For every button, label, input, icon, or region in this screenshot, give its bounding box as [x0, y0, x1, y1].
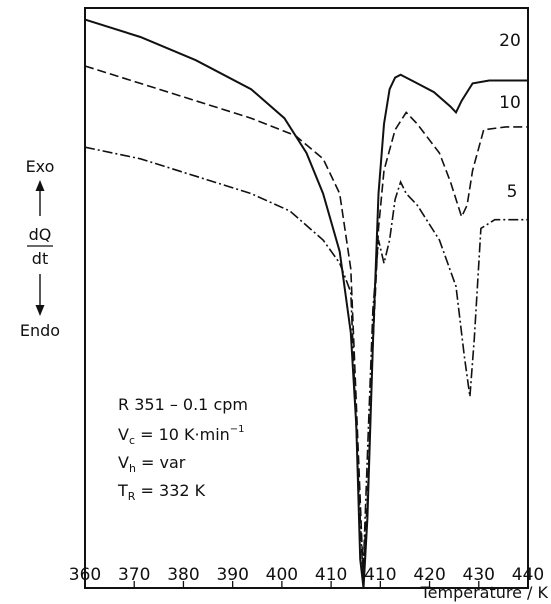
series-20-curve: [84, 18, 528, 589]
plot-frame: [84, 7, 529, 589]
x-tick-label: 360: [69, 565, 101, 585]
dt-label: dt: [32, 249, 48, 268]
exo-label: Exo: [26, 157, 55, 176]
endo-arrow-head: [35, 305, 45, 316]
x-tick-label: 420: [413, 565, 445, 585]
conditions-annotation: R 351 – 0.1 cpm Vc = 10 K·min−1 Vh = var…: [117, 395, 248, 503]
x-tick-label: 370: [118, 565, 150, 585]
series-5-curve: [84, 146, 528, 577]
x-tick-label: 410: [364, 565, 396, 585]
exo-arrow-head: [35, 180, 45, 191]
x-axis-ticks: [84, 581, 529, 588]
sample-label: R 351 – 0.1 cpm: [118, 395, 248, 414]
x-tick-label: 390: [216, 565, 248, 585]
series-5-label: 5: [507, 182, 518, 202]
series-10-label: 10: [499, 93, 521, 113]
y-axis-descriptor: Exo dQ dt Endo: [20, 157, 60, 340]
series-10-curve: [84, 65, 528, 571]
x-tick-label: 410: [315, 565, 347, 585]
endo-label: Endo: [20, 321, 60, 340]
x-tick-label: 380: [167, 565, 199, 585]
x-axis-label: Temperature / K: [420, 583, 549, 602]
x-tick-label: 400: [266, 565, 298, 585]
cooling-rate-label: Vc = 10 K·min−1: [118, 424, 245, 447]
x-tick-label: 430: [463, 565, 495, 585]
x-axis-tick-labels: 360 370 380 390 400 410 410 420 430 440: [69, 565, 544, 585]
series-20-label: 20: [499, 31, 521, 51]
heating-rate-label: Vh = var: [118, 453, 186, 475]
x-tick-label: 440: [512, 565, 544, 585]
dq-label: dQ: [29, 225, 52, 244]
reference-temperature-label: TR = 332 K: [117, 481, 206, 503]
